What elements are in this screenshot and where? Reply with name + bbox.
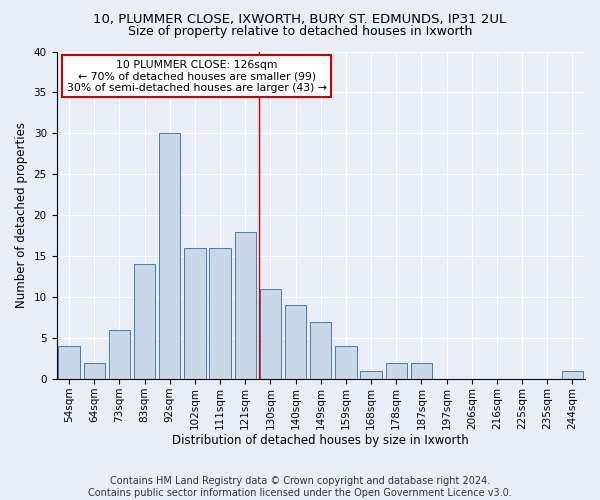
- Bar: [411, 363, 432, 379]
- Bar: [386, 363, 407, 379]
- X-axis label: Distribution of detached houses by size in Ixworth: Distribution of detached houses by size …: [172, 434, 469, 448]
- Bar: [83, 363, 105, 379]
- Y-axis label: Number of detached properties: Number of detached properties: [15, 122, 28, 308]
- Bar: [209, 248, 231, 379]
- Bar: [361, 371, 382, 379]
- Bar: [562, 371, 583, 379]
- Bar: [260, 289, 281, 379]
- Bar: [235, 232, 256, 379]
- Bar: [58, 346, 80, 379]
- Bar: [184, 248, 206, 379]
- Text: 10 PLUMMER CLOSE: 126sqm
← 70% of detached houses are smaller (99)
30% of semi-d: 10 PLUMMER CLOSE: 126sqm ← 70% of detach…: [67, 60, 326, 93]
- Bar: [285, 306, 306, 379]
- Bar: [335, 346, 356, 379]
- Text: Size of property relative to detached houses in Ixworth: Size of property relative to detached ho…: [128, 25, 472, 38]
- Bar: [134, 264, 155, 379]
- Text: 10, PLUMMER CLOSE, IXWORTH, BURY ST. EDMUNDS, IP31 2UL: 10, PLUMMER CLOSE, IXWORTH, BURY ST. EDM…: [94, 12, 506, 26]
- Bar: [159, 134, 181, 379]
- Bar: [109, 330, 130, 379]
- Bar: [310, 322, 331, 379]
- Text: Contains HM Land Registry data © Crown copyright and database right 2024.
Contai: Contains HM Land Registry data © Crown c…: [88, 476, 512, 498]
